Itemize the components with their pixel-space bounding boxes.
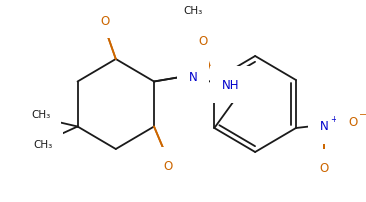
Text: −: − [359, 109, 366, 119]
Text: O: O [198, 34, 207, 47]
Text: O: O [320, 161, 329, 174]
Text: N: N [189, 71, 198, 84]
Text: CH₃: CH₃ [34, 139, 53, 149]
Text: N: N [320, 120, 329, 133]
Text: O: O [163, 159, 172, 172]
Text: O: O [100, 14, 110, 27]
Text: O: O [348, 115, 358, 128]
Text: NH: NH [222, 79, 239, 92]
Text: CH₃: CH₃ [31, 109, 51, 119]
Text: +: + [330, 114, 337, 123]
Text: CH₃: CH₃ [183, 6, 202, 16]
